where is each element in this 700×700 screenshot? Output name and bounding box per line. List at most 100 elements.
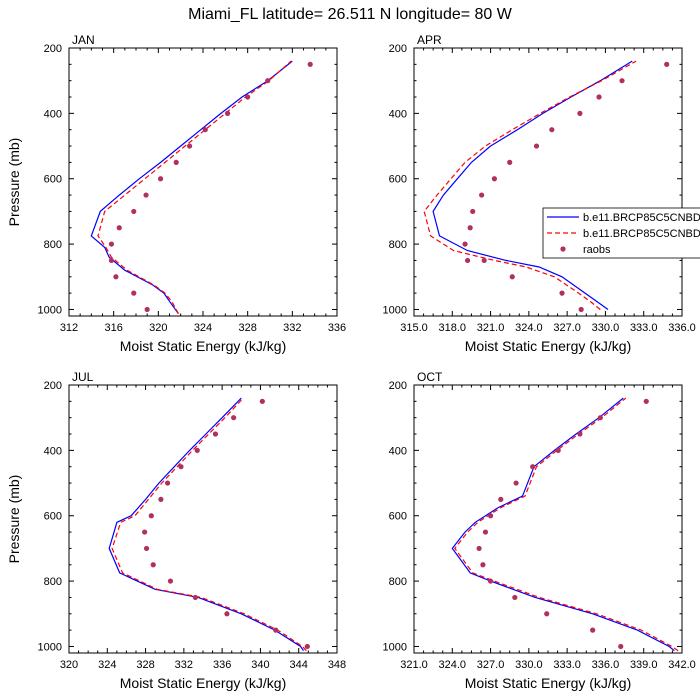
y-tick-label: 1000 [38, 641, 62, 653]
x-tick-label: 316 [104, 322, 122, 334]
y-tick-label: 400 [389, 108, 407, 120]
raobs-point [491, 176, 497, 182]
y-tick-label: 400 [44, 445, 62, 457]
raobs-point [530, 464, 536, 470]
raobs-point [131, 290, 137, 296]
raobs-point [513, 480, 519, 486]
raobs-point [245, 94, 251, 100]
raobs-point [187, 143, 193, 149]
x-tick-label: 332 [175, 659, 193, 671]
x-tick-label: 321.0 [477, 322, 505, 334]
panel-title: OCT [417, 370, 443, 384]
panel-title: APR [417, 33, 442, 47]
legend-entry: raobs [560, 244, 611, 256]
raobs-point [143, 545, 150, 552]
y-tick-label: 600 [44, 174, 62, 186]
x-tick-label: 330.0 [515, 659, 543, 671]
raobs-point [150, 562, 156, 568]
figure-title: Miami_FL latitude= 26.511 N longitude= 8… [188, 6, 513, 23]
raobs-point [465, 257, 471, 264]
y-axis-label: Pressure (mb) [6, 475, 22, 564]
raobs-point [590, 627, 596, 633]
plot-frame [68, 47, 338, 317]
raobs-point [158, 496, 164, 502]
raobs-point [265, 78, 271, 84]
panel-oct: OCT 321.0 324.0 327.0 330.0 333.0 336.0 339.0 34… [383, 370, 696, 691]
x-tick-label: 315.0 [400, 322, 428, 334]
raobs-point [549, 127, 555, 133]
raobs-point [664, 61, 670, 67]
raobs-point [619, 78, 625, 84]
raobs-point [108, 257, 115, 264]
legend-label: b.e11.BRCP85C5CNBDRD.f09_g16.004 [583, 228, 700, 240]
raobs-point [467, 225, 473, 231]
raobs-point [470, 208, 476, 215]
y-tick-label: 1000 [383, 641, 407, 653]
x-axis-label: Moist Static Energy (kJ/kg) [465, 338, 632, 354]
raobs-point [507, 159, 513, 165]
y-tick-label: 200 [44, 380, 62, 392]
y-tick-label: 1000 [38, 304, 62, 316]
raobs-point [304, 643, 310, 650]
y-tick-label: 800 [389, 576, 407, 588]
y-tick-label: 200 [389, 43, 407, 55]
series-line-model-004 [97, 60, 292, 314]
x-tick-label: 328 [136, 659, 154, 671]
y-tick-label: 800 [44, 576, 62, 588]
raobs-point [476, 545, 482, 552]
panel-title: JAN [72, 33, 95, 47]
raobs-point [224, 611, 230, 617]
x-tick-label: 340 [251, 659, 269, 671]
raobs-point [482, 529, 489, 535]
raobs-point [479, 192, 485, 198]
raobs-point [555, 447, 561, 453]
x-tick-label: 348 [328, 659, 346, 671]
raobs-point [192, 594, 198, 601]
series-line-model-004 [423, 60, 637, 310]
series-line-model-003 [108, 397, 304, 652]
y-tick-label: 800 [389, 239, 407, 251]
x-tick-label: 336.0 [668, 322, 696, 334]
legend-label: b.e11.BRCP85C5CNBDRD.f09_g16.003 [583, 212, 700, 224]
y-tick-label: 400 [389, 445, 407, 457]
raobs-point [643, 398, 649, 404]
raobs-point [509, 274, 515, 280]
raobs-point [231, 415, 237, 421]
x-tick-label: 336.0 [592, 659, 620, 671]
raobs-point [544, 611, 550, 617]
raobs-point [142, 529, 148, 535]
x-tick-label: 324 [98, 659, 116, 671]
y-axis-label: Pressure (mb) [6, 138, 22, 227]
raobs-point [487, 578, 494, 584]
x-tick-label: 312 [60, 322, 78, 334]
raobs-point [273, 627, 279, 633]
x-tick-label: 336 [213, 659, 231, 671]
x-tick-label: 321.0 [400, 659, 428, 671]
raobs-point [597, 415, 603, 421]
legend-entry: b.e11.BRCP85C5CNBDRD.f09_g16.004 [547, 228, 700, 240]
raobs-point [167, 578, 174, 584]
x-tick-label: 324 [194, 322, 212, 334]
x-tick-label: 320 [60, 659, 78, 671]
raobs-point [559, 290, 565, 296]
raobs-point [533, 143, 540, 149]
panel-jul: JUL 320 324 328 332 336 340 344 348 200 400 600 800 1… [6, 370, 346, 691]
raobs-point [498, 496, 504, 502]
y-tick-label: 200 [44, 43, 62, 55]
legend-box [542, 207, 700, 259]
y-tick-label: 600 [389, 174, 407, 186]
raobs-point [144, 306, 150, 313]
x-tick-label: 324.0 [439, 659, 467, 671]
raobs-point [224, 110, 231, 116]
x-tick-label: 327.0 [553, 322, 581, 334]
raobs-point [480, 562, 486, 568]
y-tick-label: 1000 [383, 304, 407, 316]
panel-title: JUL [72, 370, 94, 384]
x-tick-label: 324.0 [515, 322, 543, 334]
raobs-point [596, 94, 602, 100]
panel-apr: APR 315.0 318.0 321.0 324.0 327.0 330.0 333.0 33… [383, 33, 696, 354]
plot-frame [68, 384, 338, 654]
x-tick-label: 342.0 [668, 659, 696, 671]
raobs-point [178, 464, 184, 470]
